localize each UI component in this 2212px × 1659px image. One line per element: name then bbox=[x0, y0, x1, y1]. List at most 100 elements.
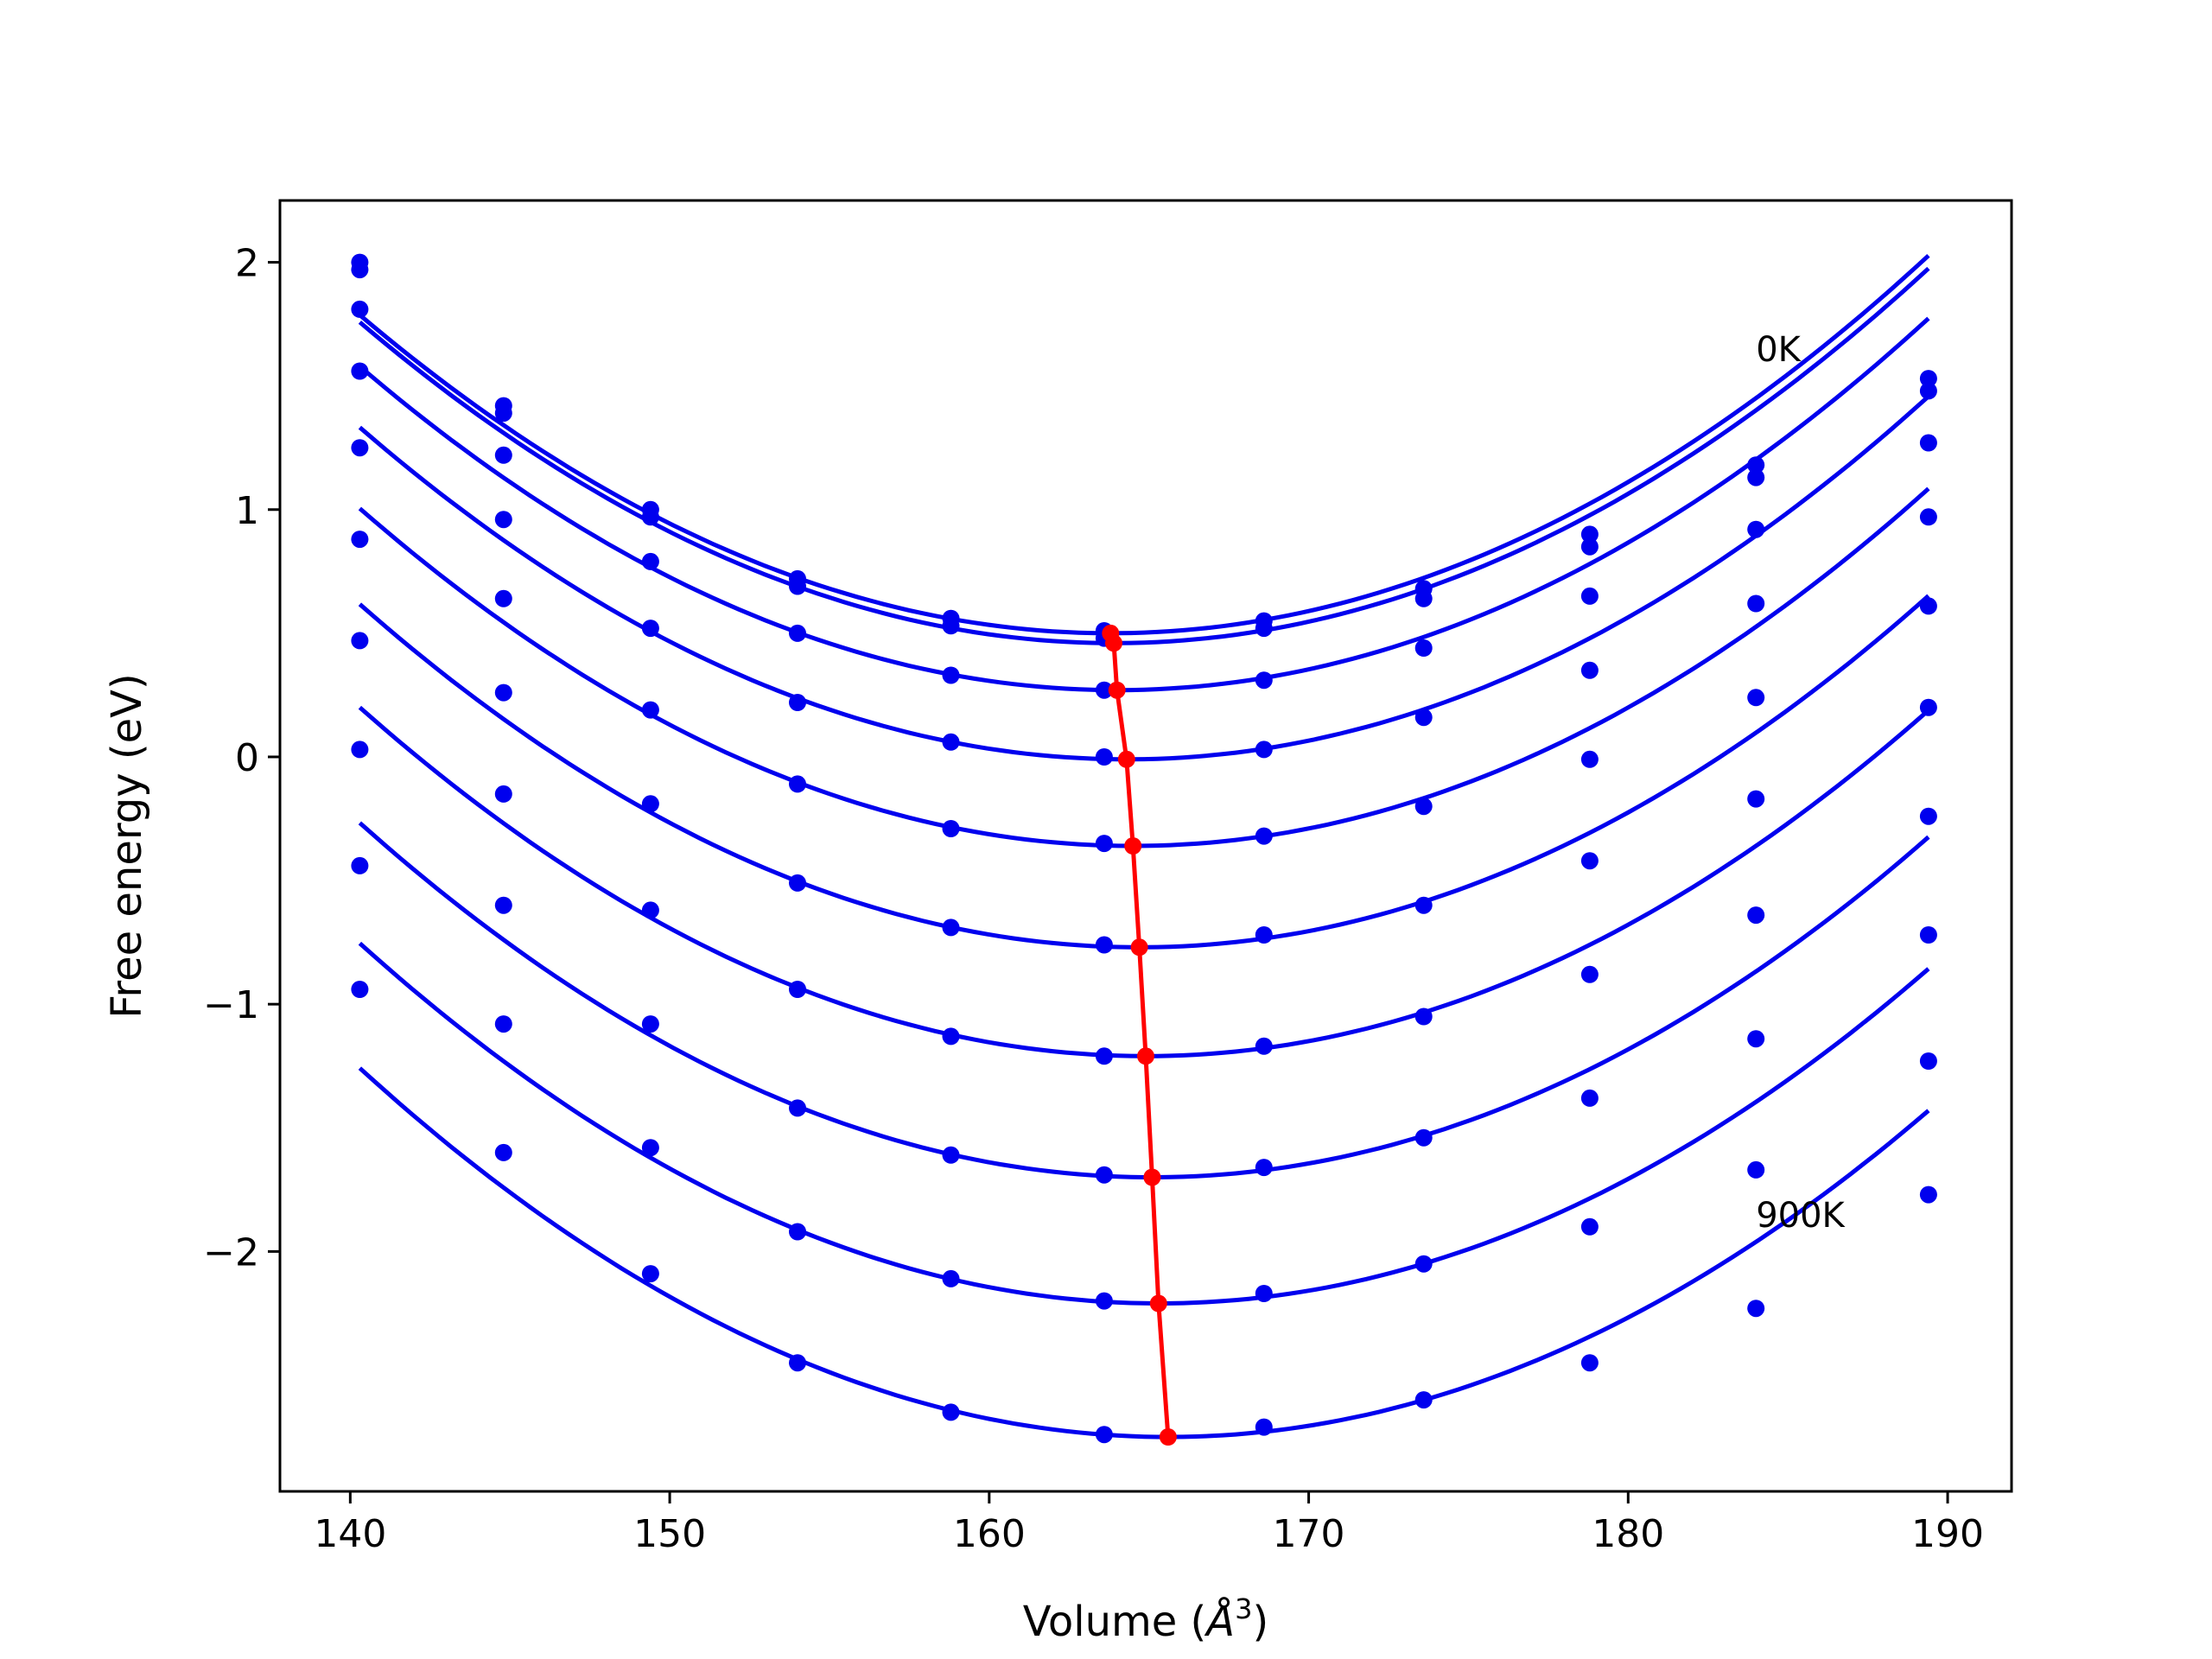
y-axis-label: Free energy (eV) bbox=[103, 673, 151, 1018]
y-tick-label--1: −1 bbox=[203, 983, 259, 1027]
data-point-7-10 bbox=[1747, 906, 1765, 925]
data-point-7-5 bbox=[942, 1027, 960, 1046]
data-point-9-3 bbox=[641, 1139, 659, 1157]
data-point-1-10 bbox=[1747, 456, 1765, 474]
data-point-7-11 bbox=[1919, 807, 1937, 825]
data-point-10-4 bbox=[789, 1354, 806, 1372]
data-point-9-5 bbox=[942, 1269, 960, 1287]
minima-line bbox=[1108, 632, 1171, 1438]
x-axis-label: Volume (Å3) bbox=[1023, 1592, 1268, 1646]
data-point-2-9 bbox=[1580, 537, 1599, 556]
data-point-9-8 bbox=[1414, 1255, 1433, 1273]
fit-curve-4 bbox=[358, 394, 1930, 762]
data-point-5-11 bbox=[1919, 597, 1937, 615]
data-point-6-10 bbox=[1747, 790, 1765, 808]
data-point-3-10 bbox=[1747, 520, 1765, 538]
data-point-6-5 bbox=[942, 918, 960, 937]
data-point-4-6 bbox=[1095, 748, 1113, 766]
x-axis: 140 150 160 170 180 190 bbox=[314, 1491, 1984, 1556]
data-point-8-1 bbox=[351, 741, 369, 759]
minima-point-3 bbox=[1108, 681, 1126, 699]
data-point-1-11 bbox=[1919, 370, 1937, 388]
y-tick-label--2: −2 bbox=[203, 1230, 259, 1274]
data-point-5-7 bbox=[1255, 827, 1273, 845]
data-point-2-7 bbox=[1255, 620, 1273, 638]
data-point-10-1 bbox=[351, 981, 369, 998]
minima-point-8 bbox=[1143, 1168, 1161, 1186]
data-point-8-6 bbox=[1095, 1166, 1113, 1184]
data-point-3-11 bbox=[1919, 434, 1937, 452]
data-point-7-4 bbox=[789, 981, 806, 998]
data-point-6-3 bbox=[641, 795, 659, 813]
data-point-1-9 bbox=[1580, 525, 1599, 543]
data-point-3-6 bbox=[1095, 681, 1113, 699]
minima-point-5 bbox=[1124, 837, 1142, 855]
data-point-3-9 bbox=[1580, 587, 1599, 605]
data-point-6-11 bbox=[1919, 698, 1937, 716]
data-point-3-1 bbox=[351, 300, 369, 318]
data-point-10-11 bbox=[1919, 1185, 1937, 1204]
data-point-5-5 bbox=[942, 820, 960, 837]
data-point-8-8 bbox=[1414, 1128, 1433, 1147]
data-point-3-4 bbox=[789, 624, 806, 642]
data-point-10-8 bbox=[1414, 1391, 1433, 1409]
data-point-8-10 bbox=[1747, 1030, 1765, 1048]
data-point-8-7 bbox=[1255, 1159, 1273, 1177]
data-point-6-4 bbox=[789, 874, 806, 892]
data-point-5-1 bbox=[351, 439, 369, 457]
data-point-3-7 bbox=[1255, 671, 1273, 690]
minima-point-2 bbox=[1105, 634, 1122, 652]
data-point-10-5 bbox=[942, 1403, 960, 1421]
data-point-10-6 bbox=[1095, 1426, 1113, 1444]
data-point-6-6 bbox=[1095, 936, 1113, 954]
fit-curve-3 bbox=[358, 316, 1930, 693]
data-point-5-9 bbox=[1580, 750, 1599, 768]
annotations: 0K 900K bbox=[1756, 330, 1846, 1236]
data-point-2-3 bbox=[641, 508, 659, 526]
data-point-7-8 bbox=[1414, 1007, 1433, 1026]
minima-series bbox=[1102, 624, 1177, 1446]
minima-point-4 bbox=[1117, 750, 1135, 768]
data-point-4-4 bbox=[789, 694, 806, 711]
data-point-6-9 bbox=[1580, 852, 1599, 870]
data-point-2-2 bbox=[494, 404, 512, 423]
data-point-7-9 bbox=[1580, 965, 1599, 983]
data-point-2-11 bbox=[1919, 382, 1937, 400]
data-point-6-1 bbox=[351, 531, 369, 549]
minima-point-7 bbox=[1137, 1047, 1154, 1065]
data-point-5-2 bbox=[494, 589, 512, 607]
data-point-2-4 bbox=[789, 577, 806, 595]
data-point-4-11 bbox=[1919, 508, 1937, 526]
data-point-7-6 bbox=[1095, 1047, 1113, 1065]
data-point-4-3 bbox=[641, 620, 659, 638]
x-tick-label-160: 160 bbox=[953, 1512, 1026, 1556]
data-point-4-2 bbox=[494, 511, 512, 529]
data-point-7-3 bbox=[641, 901, 659, 919]
fit-curve-10 bbox=[358, 1066, 1930, 1440]
y-tick-label-0: 0 bbox=[235, 736, 259, 780]
data-point-6-8 bbox=[1414, 896, 1433, 914]
data-point-5-3 bbox=[641, 701, 659, 719]
data-point-9-2 bbox=[494, 1015, 512, 1033]
x-tick-label-190: 190 bbox=[1911, 1512, 1984, 1556]
data-point-4-1 bbox=[351, 362, 369, 380]
data-point-2-1 bbox=[351, 261, 369, 279]
data-point-3-2 bbox=[494, 446, 512, 464]
data-point-4-9 bbox=[1580, 661, 1599, 679]
data-point-10-7 bbox=[1255, 1418, 1273, 1436]
y-tick-label-1: 1 bbox=[235, 489, 259, 533]
data-point-9-6 bbox=[1095, 1292, 1113, 1310]
data-point-8-3 bbox=[641, 1015, 659, 1033]
data-point-5-8 bbox=[1414, 798, 1433, 816]
data-point-10-10 bbox=[1747, 1300, 1765, 1318]
annotation-900k: 900K bbox=[1756, 1196, 1846, 1236]
data-point-7-1 bbox=[351, 632, 369, 650]
y-tick-label-2: 2 bbox=[235, 242, 259, 286]
data-point-4-7 bbox=[1255, 741, 1273, 759]
data-point-2-5 bbox=[942, 617, 960, 635]
fit-curve-9 bbox=[358, 941, 1930, 1306]
data-point-10-9 bbox=[1580, 1354, 1599, 1372]
data-point-5-4 bbox=[789, 775, 806, 793]
